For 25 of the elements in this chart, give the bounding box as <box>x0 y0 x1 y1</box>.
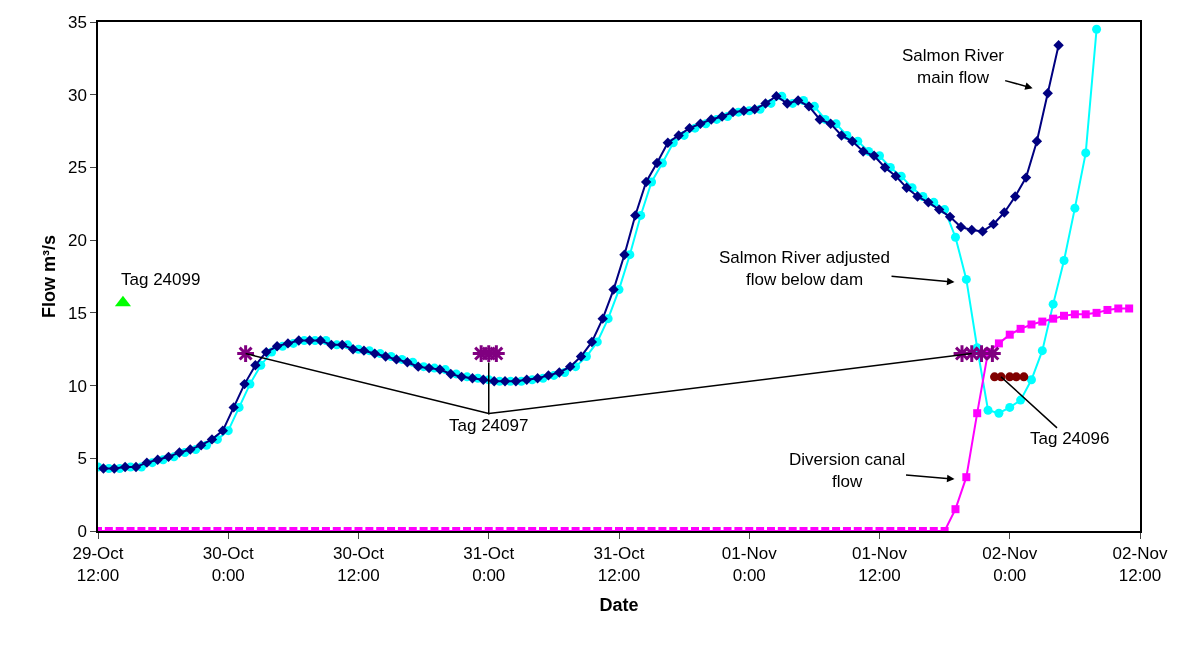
x-tick-label: 29-Oct 12:00 <box>72 544 124 586</box>
x-tick-label: 02-Nov 12:00 <box>1112 544 1168 586</box>
x-tick-label: 01-Nov 12:00 <box>852 544 908 586</box>
y-tick-label: 20 <box>67 231 87 251</box>
annotation: Salmon River adjusted flow below dam <box>719 248 891 290</box>
y-tick-label: 10 <box>67 376 87 396</box>
annotation: Tag 24097 <box>449 416 529 435</box>
y-tick-label: 5 <box>77 449 87 469</box>
y-tick-label: 15 <box>67 303 87 323</box>
y-tick-label: 25 <box>67 158 87 178</box>
x-tick-label: 02-Nov 0:00 <box>982 544 1038 586</box>
x-tick-label: 31-Oct 12:00 <box>593 544 645 586</box>
x-axis-title: Date <box>599 594 639 615</box>
x-tick-label: 31-Oct 0:00 <box>463 544 515 586</box>
annotation: Tag 24096 <box>1030 429 1110 448</box>
y-axis-title: Flow m³/s <box>38 234 59 319</box>
x-tick-label: 30-Oct 0:00 <box>202 544 255 586</box>
annotation: Tag 24099 <box>121 270 201 289</box>
y-tick-label: 35 <box>67 12 87 32</box>
annotation: Diversion canal flow <box>789 450 906 492</box>
y-tick-label: 30 <box>67 85 87 105</box>
x-tick-label: 01-Nov 0:00 <box>721 544 778 586</box>
x-tick-label: 30-Oct 12:00 <box>332 544 385 586</box>
y-tick-label: 0 <box>77 521 87 541</box>
annotation: Salmon River main flow <box>902 46 1005 88</box>
